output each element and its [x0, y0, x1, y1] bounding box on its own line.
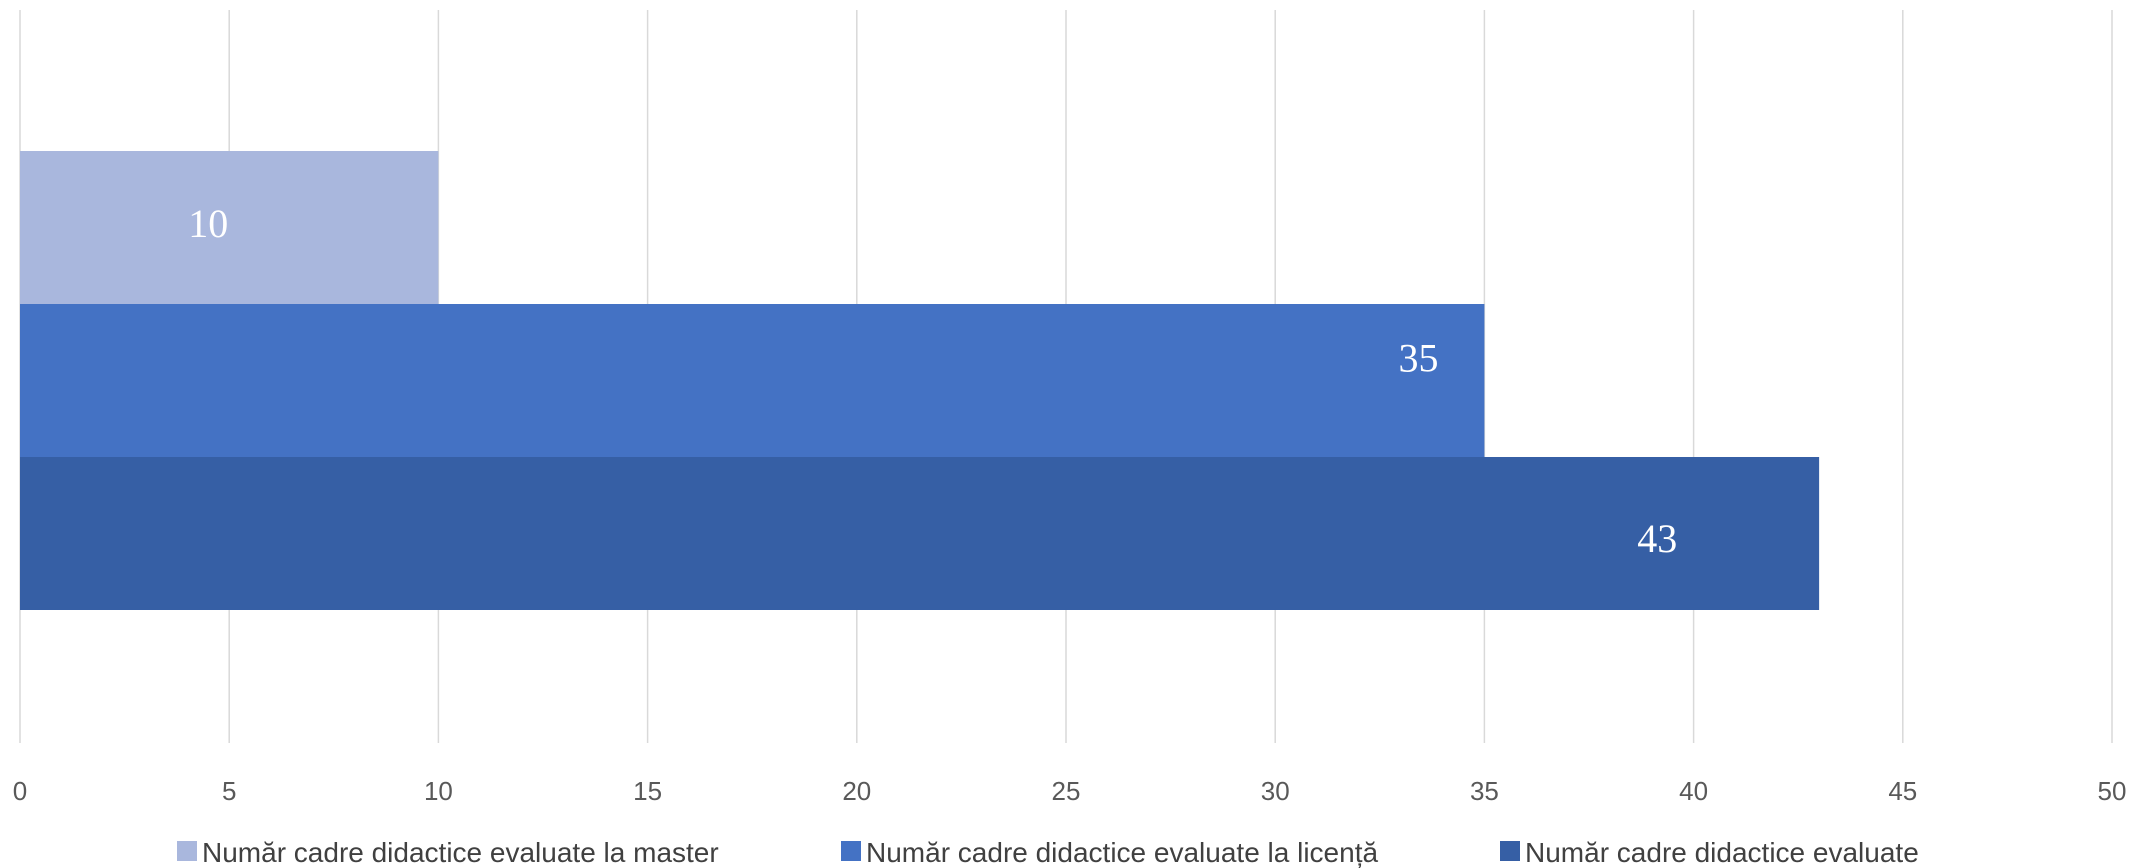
legend-swatch: [177, 841, 197, 861]
x-tick-label: 15: [633, 776, 662, 806]
x-tick-label: 30: [1261, 776, 1290, 806]
legend-label: Număr cadre didactice evaluate la licenț…: [866, 837, 1378, 868]
data-label: 10: [188, 201, 228, 246]
x-tick-label: 20: [842, 776, 871, 806]
x-tick-label: 40: [1679, 776, 1708, 806]
legend-item: Număr cadre didactice evaluate la master: [177, 837, 719, 868]
x-tick-label: 5: [222, 776, 236, 806]
x-tick-label: 0: [13, 776, 27, 806]
x-tick-label: 50: [2098, 776, 2127, 806]
bars: 10 35 43: [20, 151, 1820, 610]
x-tick-label: 45: [1888, 776, 1917, 806]
legend-label: Număr cadre didactice evaluate la master: [202, 837, 719, 868]
x-tick-label: 25: [1052, 776, 1081, 806]
legend-label: Număr cadre didactice evaluate: [1525, 837, 1919, 868]
x-tick-label: 35: [1470, 776, 1499, 806]
bar-1: [20, 151, 439, 304]
legend-item: Număr cadre didactice evaluate la licenț…: [841, 837, 1378, 868]
legend-item: Număr cadre didactice evaluate: [1500, 837, 1919, 868]
bar-2: [20, 304, 1485, 457]
x-tick-label: 10: [424, 776, 453, 806]
legend-swatch: [1500, 841, 1520, 861]
x-axis-ticks: 0 5 10 15 20 25 30 35 40 45 50: [13, 776, 2127, 806]
data-label: 35: [1399, 336, 1439, 381]
data-label: 43: [1637, 516, 1677, 561]
bar-3: [20, 457, 1820, 610]
legend-swatch: [841, 841, 861, 861]
legend: Număr cadre didactice evaluate la master…: [177, 837, 1919, 868]
